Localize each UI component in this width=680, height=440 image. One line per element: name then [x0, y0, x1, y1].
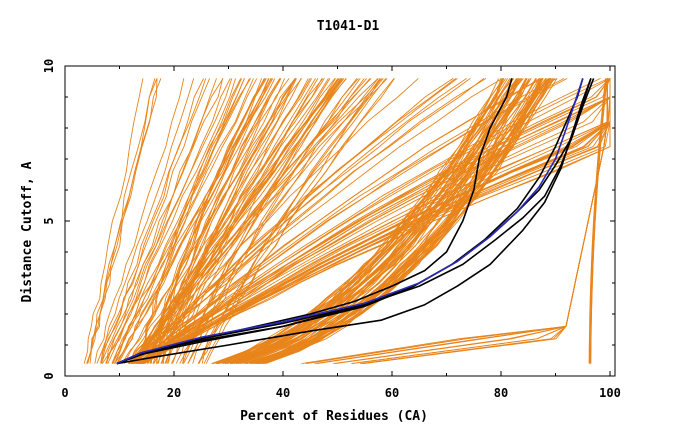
model-curve — [136, 78, 611, 364]
model-curve — [225, 78, 518, 365]
model-curve — [129, 78, 419, 364]
model-curve — [141, 78, 611, 364]
model-curve — [114, 78, 254, 364]
model-curve — [133, 78, 541, 364]
model-curve — [105, 78, 233, 364]
model-curve — [212, 78, 505, 365]
x-tick-labels: 0 20 40 60 80 100 — [61, 386, 620, 400]
reference-curve — [116, 78, 584, 365]
x-tick-label: 80 — [494, 386, 508, 400]
model-curve — [150, 78, 269, 364]
x-tick-label: 20 — [167, 386, 181, 400]
model-curve — [128, 78, 388, 364]
model-curve — [244, 78, 532, 365]
model-curve — [123, 78, 296, 364]
x-axis-label: Percent of Residues (CA) — [240, 409, 428, 424]
model-curve — [142, 78, 611, 364]
model-curve — [100, 78, 217, 364]
model-curve — [111, 78, 245, 364]
model-curve — [135, 78, 503, 364]
model-curve — [138, 78, 242, 364]
highlight-curve — [116, 78, 584, 365]
model-curve — [203, 78, 395, 364]
model-curve — [101, 78, 211, 364]
model-curve — [96, 78, 195, 364]
model-curve — [263, 78, 554, 365]
model-curve — [237, 78, 532, 365]
x-tick-label: 40 — [276, 386, 290, 400]
model-curve — [148, 78, 265, 364]
model-curve — [139, 78, 611, 364]
model-curve — [140, 78, 611, 364]
model-curve — [218, 78, 515, 365]
chart-title: T1041-D1 — [317, 19, 380, 34]
model-curve — [114, 78, 258, 364]
model-curve — [161, 78, 296, 364]
y-axis-label: Distance Cutoff, A — [20, 161, 35, 302]
model-curve — [130, 78, 347, 364]
model-curve — [100, 78, 205, 364]
model-curve — [235, 78, 530, 365]
y-tick-labels: 0 5 10 — [42, 59, 56, 380]
model-curve — [257, 78, 544, 365]
x-tick-label: 100 — [599, 386, 621, 400]
model-curve — [143, 78, 611, 364]
model-curve — [133, 78, 565, 364]
model-curve — [146, 78, 263, 364]
model-curve — [216, 78, 508, 365]
model-curve — [86, 78, 158, 364]
model-curve — [131, 78, 456, 364]
model-curve — [360, 78, 608, 365]
model-curve — [83, 78, 144, 364]
model-curve — [131, 78, 471, 364]
model-curve — [590, 78, 608, 364]
model-curve — [588, 78, 606, 364]
x-tick-label: 60 — [385, 386, 399, 400]
y-tick-label: 10 — [42, 59, 56, 73]
model-curve — [251, 78, 544, 365]
model-curve — [263, 78, 558, 365]
model-curve — [158, 78, 290, 364]
model-curve — [589, 78, 607, 364]
model-curve — [217, 78, 511, 365]
model-curve — [133, 77, 558, 364]
model-curve — [94, 78, 185, 364]
y-tick-label: 0 — [42, 372, 56, 379]
model-curve — [139, 78, 245, 364]
model-curve — [87, 78, 158, 364]
model-curve — [128, 78, 341, 364]
plot-lines — [83, 77, 611, 365]
model-curve — [197, 78, 384, 364]
model-curve — [215, 78, 502, 365]
tick-marks — [64, 65, 615, 377]
model-curve — [105, 78, 231, 364]
model-curve — [132, 78, 467, 364]
model-curve — [127, 78, 383, 364]
x-tick-label: 0 — [61, 386, 68, 400]
model-curve — [107, 78, 237, 364]
model-curve — [106, 78, 224, 364]
y-tick-label: 5 — [42, 217, 56, 224]
model-curve — [86, 78, 156, 364]
